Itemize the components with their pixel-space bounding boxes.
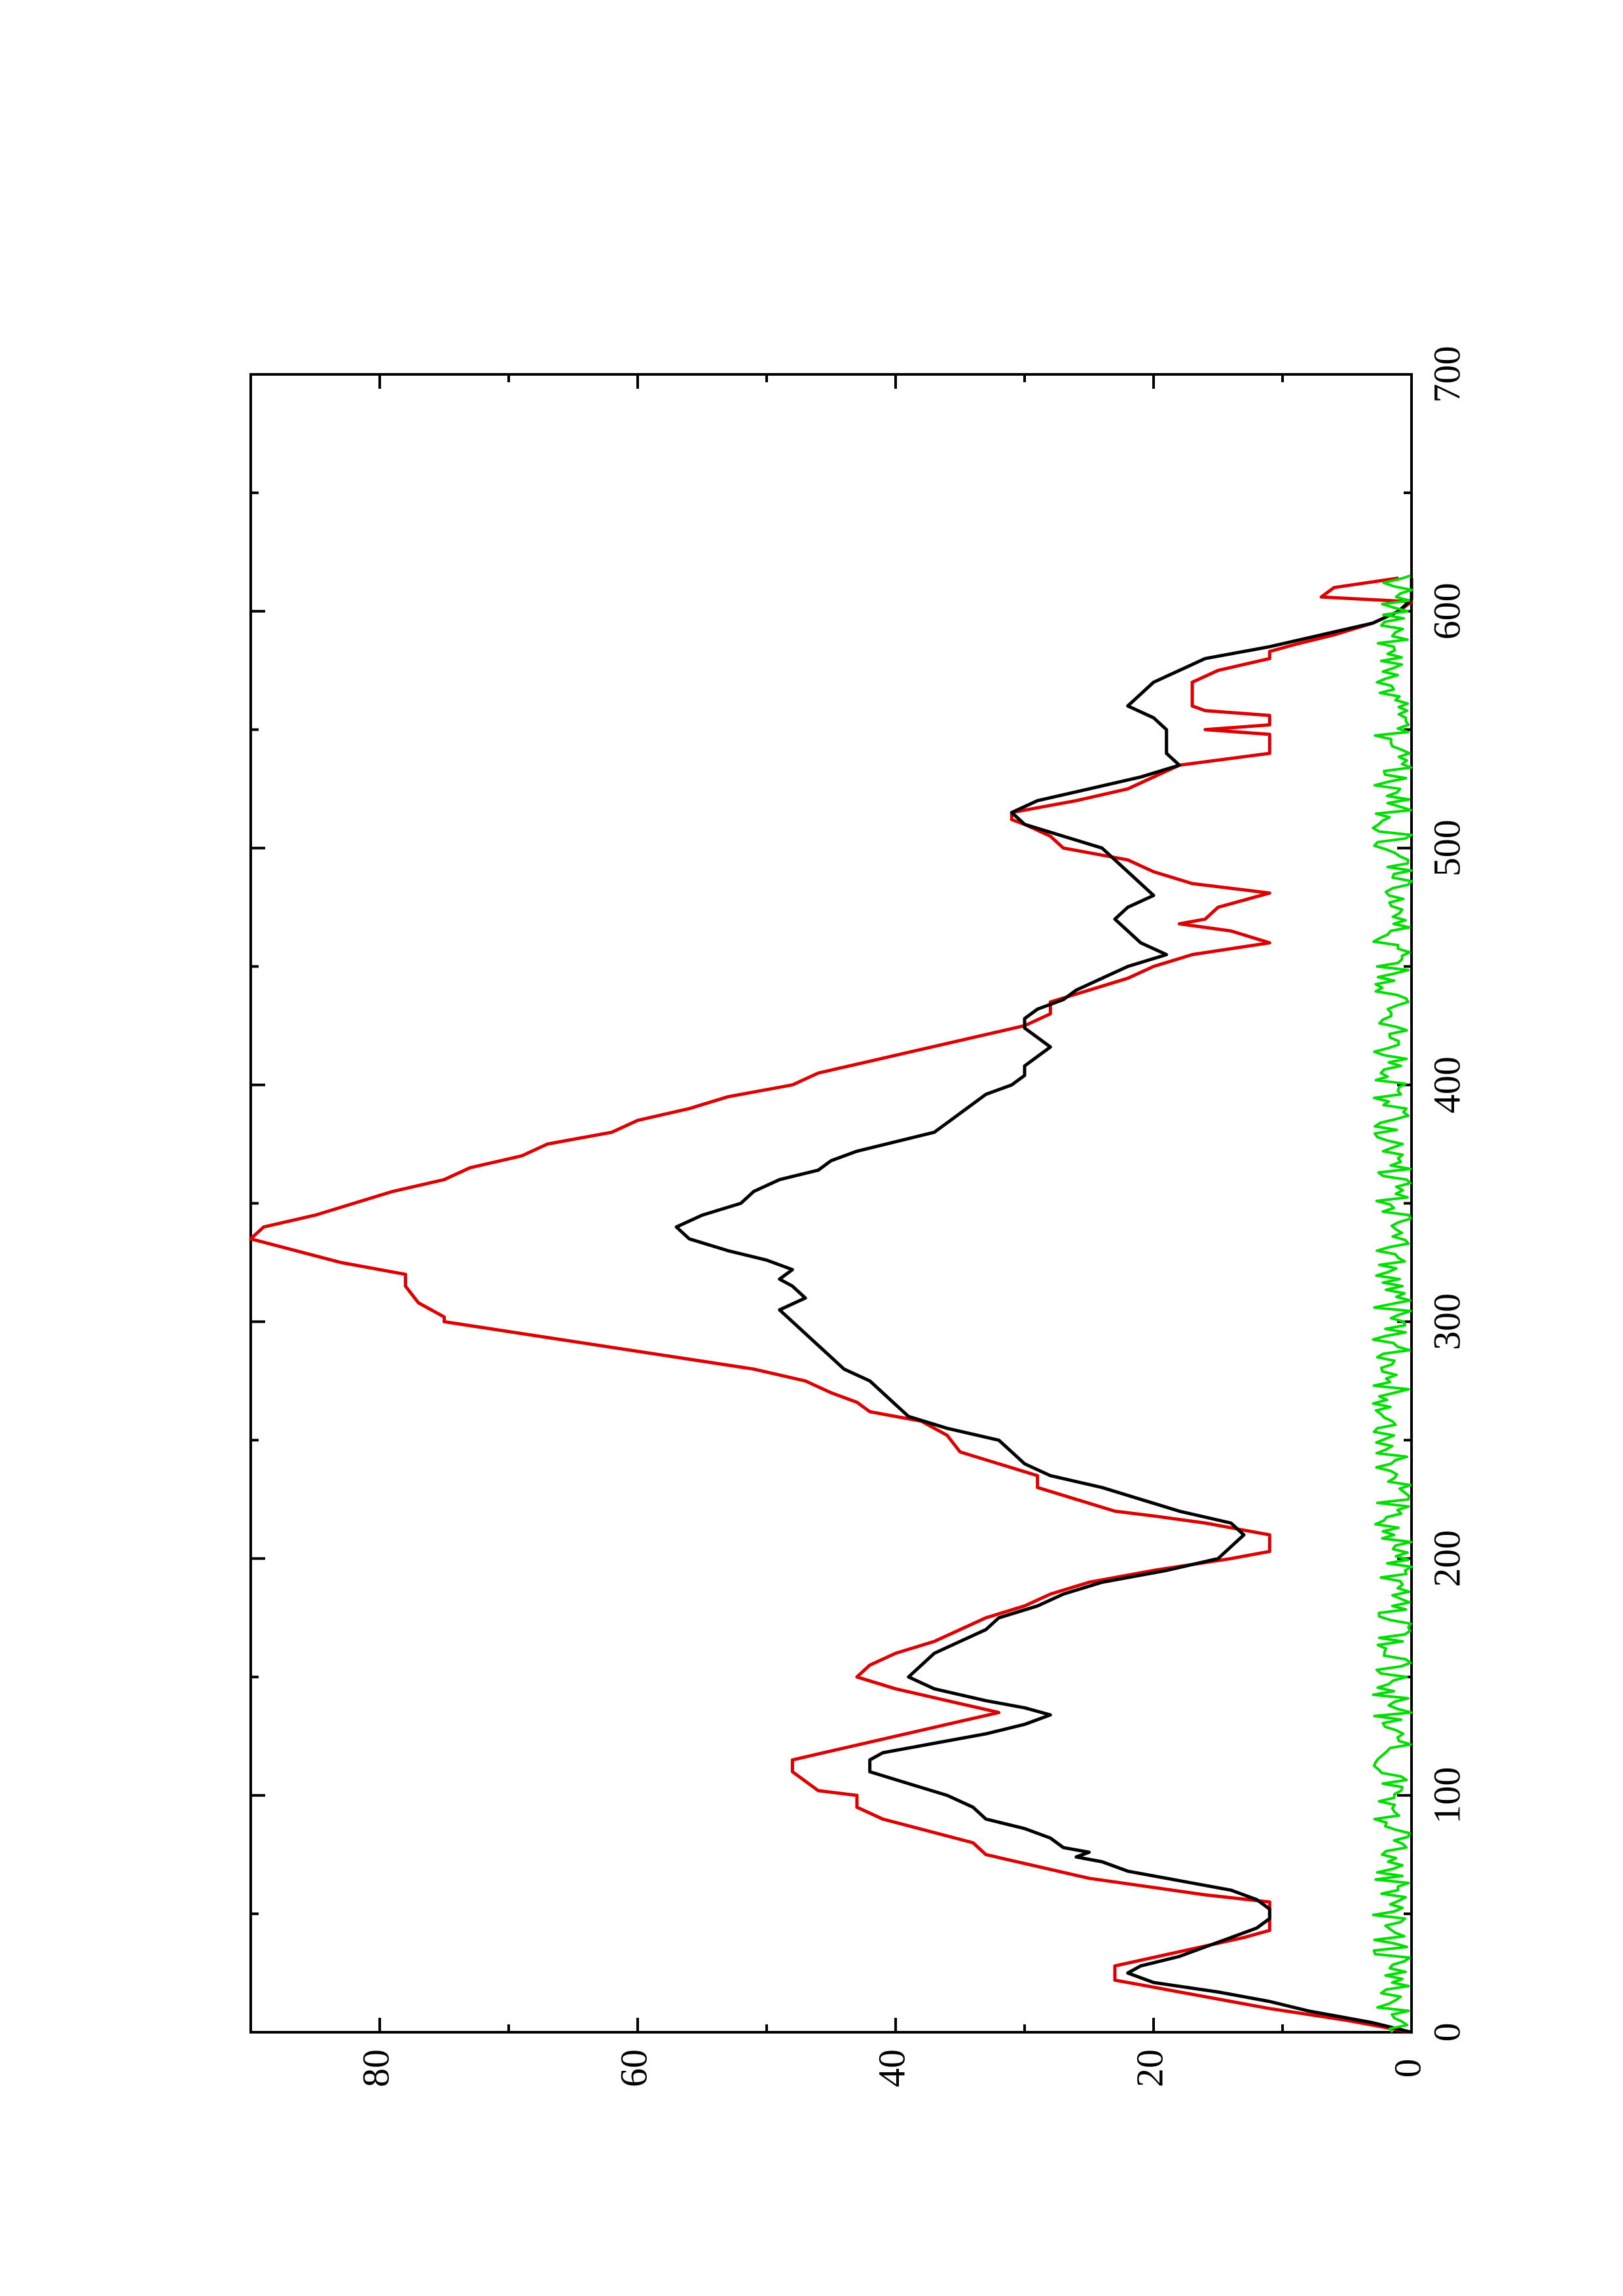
x-tick-label: 500 [1425, 819, 1468, 876]
x-tick-label: 100 [1425, 1767, 1468, 1824]
x-tick-label: 600 [1425, 583, 1468, 639]
y-tick-label: 0 [1386, 2059, 1429, 2078]
y-tick-label: 60 [612, 2049, 655, 2087]
x-tick-label: 400 [1425, 1056, 1468, 1113]
x-tick-label: 300 [1425, 1293, 1468, 1350]
series-line-0 [249, 576, 1413, 2034]
x-tick-label: 700 [1425, 346, 1468, 403]
series-line-2 [1372, 574, 1413, 2034]
x-tick-label: 0 [1425, 2023, 1468, 2042]
y-tick-label: 20 [1128, 2049, 1171, 2087]
axes: 0 100 200 300 400 500 600 700 0 20 40 60 80 [249, 346, 1468, 2087]
x-tick-label: 200 [1425, 1530, 1468, 1587]
series-layer [249, 574, 1413, 2034]
y-tick-label: 40 [870, 2049, 913, 2087]
y-tick-label: 80 [354, 2049, 397, 2087]
plot-frame [249, 373, 1413, 2034]
series-line-1 [674, 578, 1413, 2034]
